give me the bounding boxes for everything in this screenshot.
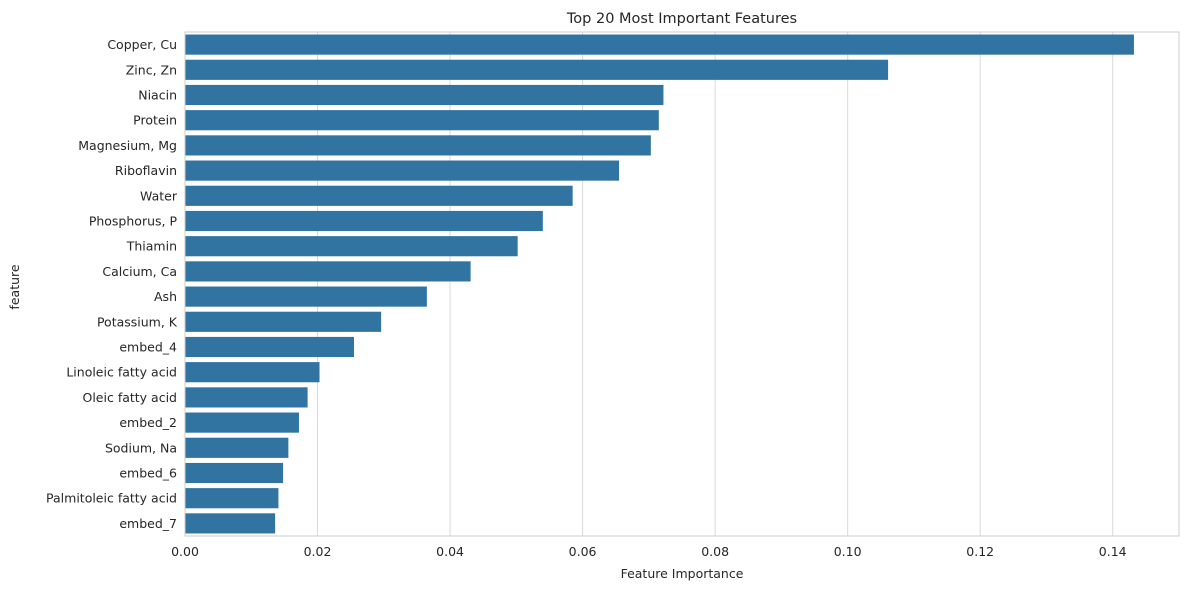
y-tick-label: Niacin xyxy=(138,88,177,103)
y-tick-label: Phosphorus, P xyxy=(89,214,178,229)
bar xyxy=(185,34,1134,55)
y-tick-label: Riboflavin xyxy=(115,163,177,178)
y-tick-label: Thiamin xyxy=(126,239,177,254)
x-tick-label: 0.06 xyxy=(569,544,597,559)
bar xyxy=(185,362,320,383)
bar xyxy=(185,84,664,106)
bar xyxy=(185,135,651,156)
bar xyxy=(185,412,299,433)
bar xyxy=(185,513,276,534)
bar xyxy=(185,311,382,332)
y-tick-label: Water xyxy=(140,188,178,203)
y-tick-label: Potassium, K xyxy=(97,314,178,329)
y-tick-label: Ash xyxy=(154,289,177,304)
axes-spines xyxy=(184,31,1180,537)
bars xyxy=(185,34,1134,534)
bar xyxy=(185,437,289,458)
x-tick-label: 0.02 xyxy=(304,544,332,559)
x-tick-label: 0.08 xyxy=(701,544,729,559)
y-tick-label: embed_6 xyxy=(119,466,177,481)
y-tick-label: Calcium, Ca xyxy=(102,264,177,279)
y-tick-label: Linoleic fatty acid xyxy=(66,365,177,380)
axes-frame xyxy=(184,31,1180,537)
bar xyxy=(185,286,427,307)
y-tick-label: Oleic fatty acid xyxy=(83,390,178,405)
bar xyxy=(185,387,308,408)
y-tick-label: embed_7 xyxy=(119,516,177,531)
bar xyxy=(185,488,279,509)
bar xyxy=(185,261,471,282)
bar xyxy=(185,160,620,181)
bar xyxy=(185,236,518,257)
y-tick-label: Protein xyxy=(133,113,177,128)
y-tick-labels: Copper, Cu Zinc, Zn Niacin Protein Magnesium… xyxy=(46,37,178,531)
y-tick-label: Copper, Cu xyxy=(107,37,177,52)
x-tick-label: 0.00 xyxy=(171,544,199,559)
x-tick-labels: 0.00 0.02 0.04 0.06 0.08 0.10 0.12 0.14 xyxy=(171,544,1127,559)
y-tick-label: Magnesium, Mg xyxy=(78,138,177,153)
y-tick-label: Palmitoleic fatty acid xyxy=(46,491,177,506)
x-tick-label: 0.10 xyxy=(834,544,862,559)
x-tick-label: 0.14 xyxy=(1099,544,1127,559)
bar xyxy=(185,110,659,131)
y-axis-title: feature xyxy=(7,264,22,309)
y-tick-label: Sodium, Na xyxy=(105,440,177,455)
bar xyxy=(185,462,284,484)
y-tick-label: Zinc, Zn xyxy=(126,62,177,77)
grid-lines xyxy=(184,32,1114,536)
bar xyxy=(185,185,573,206)
bar xyxy=(185,336,354,358)
y-tick-label: embed_2 xyxy=(119,415,177,430)
bar xyxy=(185,59,889,80)
chart-title: Top 20 Most Important Features xyxy=(566,11,797,27)
x-tick-label: 0.12 xyxy=(966,544,994,559)
bar xyxy=(185,210,543,232)
y-tick-label: embed_4 xyxy=(119,340,177,355)
x-axis-title: Feature Importance xyxy=(621,566,744,581)
x-tick-label: 0.04 xyxy=(436,544,464,559)
